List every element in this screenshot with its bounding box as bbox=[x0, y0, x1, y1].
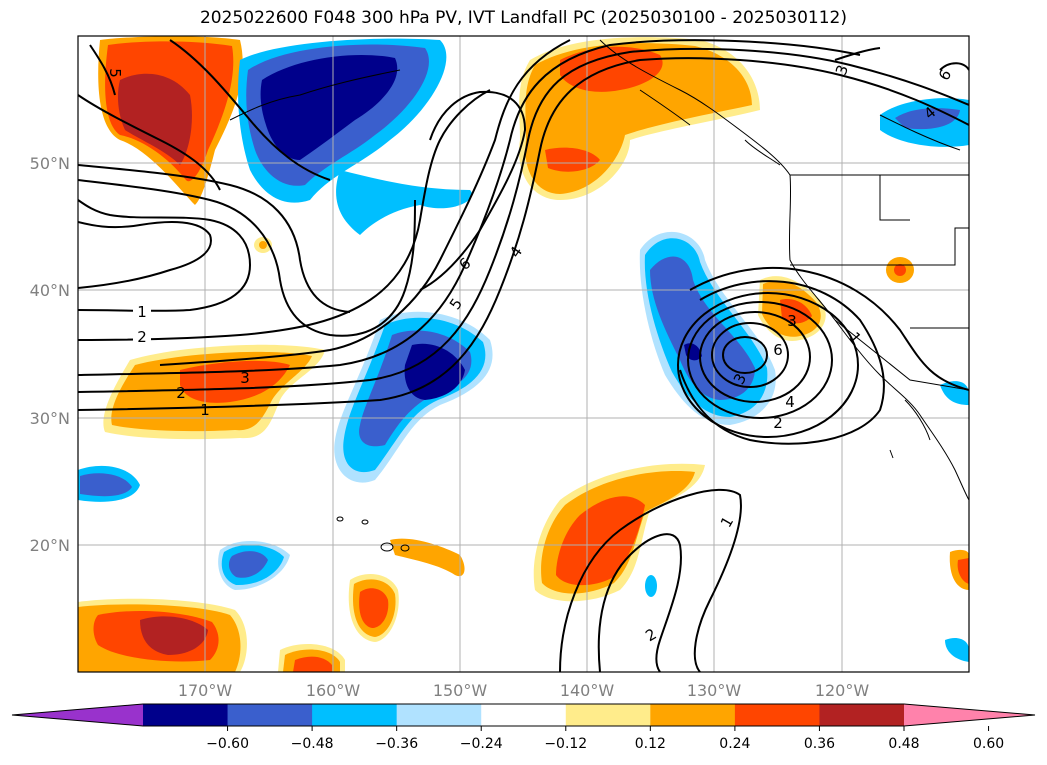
lat-label: 20°N bbox=[30, 536, 70, 555]
contour-label: 1 bbox=[137, 303, 147, 321]
colorbar-segment bbox=[227, 704, 313, 726]
lon-label: 150°W bbox=[433, 681, 488, 700]
colorbar-tick-label: 0.60 bbox=[973, 736, 1004, 752]
contour-label: 1 bbox=[200, 401, 210, 419]
colorbar-segment bbox=[481, 704, 567, 726]
colorbar-outline bbox=[11, 703, 1036, 727]
contour-label: 6 bbox=[773, 341, 783, 359]
lat-label: 40°N bbox=[30, 281, 70, 300]
contour-label: 5 bbox=[106, 68, 124, 78]
colorbar-segment bbox=[650, 704, 736, 726]
colorbar-tick-label: −0.36 bbox=[375, 736, 418, 752]
colorbar-segment bbox=[312, 704, 398, 726]
latitude-labels: 50°N 40°N 30°N 20°N bbox=[30, 154, 70, 555]
contour-lines bbox=[78, 39, 969, 672]
lon-label: 170°W bbox=[178, 681, 233, 700]
contour-label: 2 bbox=[137, 328, 147, 346]
lat-label: 50°N bbox=[30, 154, 70, 173]
colorbar: −0.60 −0.48 −0.36 −0.24 −0.12 0.12 0.24 0.36 0.4… bbox=[11, 703, 1036, 752]
longitude-labels: 170°W 160°W 150°W 140°W 130°W 120°W bbox=[178, 681, 870, 700]
colorbar-extend-low bbox=[12, 704, 143, 726]
lat-label: 30°N bbox=[30, 409, 70, 428]
colorbar-segment bbox=[734, 704, 820, 726]
lon-label: 120°W bbox=[815, 681, 870, 700]
map-frame bbox=[77, 35, 970, 673]
contour-label: 2 bbox=[176, 384, 186, 402]
contour-label: 3 bbox=[787, 312, 797, 330]
colorbar-tick-label: −0.24 bbox=[460, 736, 503, 752]
contour-label: 3 bbox=[240, 369, 250, 387]
contour-label: 4 bbox=[785, 393, 795, 411]
colorbar-extend-high bbox=[904, 704, 1035, 726]
colorbar-tick-label: −0.60 bbox=[206, 736, 249, 752]
lon-label: 140°W bbox=[560, 681, 615, 700]
colorbar-tick-label: 0.12 bbox=[635, 736, 666, 752]
lon-label: 130°W bbox=[687, 681, 742, 700]
colorbar-segment bbox=[819, 704, 905, 726]
coastlines bbox=[229, 39, 969, 552]
colorbar-tick-label: −0.48 bbox=[291, 736, 334, 752]
colorbar-segment bbox=[396, 704, 482, 726]
map-title: 2025022600 F048 300 hPa PV, IVT Landfall… bbox=[199, 8, 847, 28]
colorbar-tick-label: −0.12 bbox=[544, 736, 587, 752]
contour-label: 2 bbox=[773, 414, 783, 432]
lon-label: 160°W bbox=[306, 681, 361, 700]
colorbar-segment bbox=[143, 704, 229, 726]
colorbar-segment bbox=[565, 704, 651, 726]
colorbar-tick-label: 0.48 bbox=[888, 736, 919, 752]
colorbar-tick-label: 0.24 bbox=[719, 736, 750, 752]
colorbar-tick-label: 0.36 bbox=[804, 736, 835, 752]
